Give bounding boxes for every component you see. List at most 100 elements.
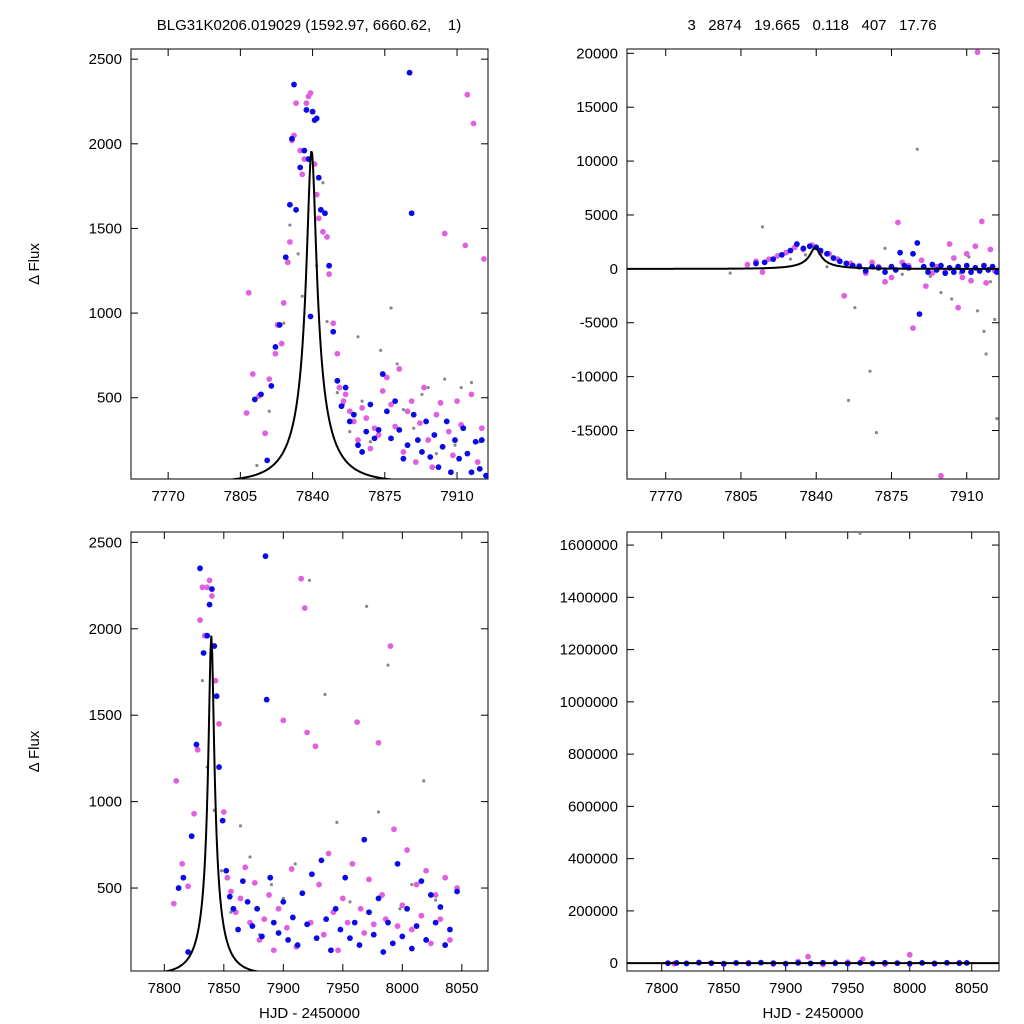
data-point-magenta	[284, 259, 291, 266]
data-point-magenta	[441, 230, 448, 237]
data-point-gray	[296, 252, 300, 256]
y-tick-label: 1000	[89, 794, 122, 811]
data-point-magenta	[204, 584, 211, 591]
data-point-magenta	[367, 445, 374, 452]
data-point-blue	[981, 262, 987, 269]
data-point-blue	[753, 260, 759, 267]
data-point-magenta	[326, 271, 333, 278]
data-point-magenta	[179, 860, 186, 867]
data-point-magenta	[324, 234, 330, 240]
data-point-gray	[915, 147, 919, 151]
data-point-magenta	[330, 320, 337, 327]
x-tick-label: 8000	[386, 980, 419, 997]
data-point-gray	[846, 398, 851, 402]
data-point-magenta	[342, 391, 349, 398]
model-curve	[225, 150, 398, 479]
data-point-magenta	[396, 366, 403, 372]
panel-bottom-right: 7800 7850 7900 7950 8000 8050 0 200000 400000 600…	[560, 531, 1000, 1022]
data-point-magenta	[910, 325, 916, 332]
data-point-blue	[200, 650, 207, 656]
data-point-magenta	[375, 739, 382, 746]
data-point-magenta	[437, 916, 444, 923]
model-curve	[627, 246, 999, 270]
data-point-gray	[469, 380, 474, 385]
data-point-magenta	[303, 100, 310, 107]
data-point-magenta	[350, 418, 357, 425]
data-point-magenta	[286, 239, 293, 245]
data-point-blue	[938, 262, 944, 269]
data-point-blue	[778, 251, 785, 258]
data-point-blue	[375, 427, 382, 433]
data-point-blue	[414, 437, 421, 443]
data-point-magenta	[197, 617, 203, 624]
data-point-blue	[326, 262, 333, 269]
data-point-blue	[280, 898, 287, 905]
data-point-gray	[219, 869, 224, 873]
data-point-magenta	[293, 100, 299, 107]
data-point-blue	[363, 428, 370, 435]
data-point-blue	[355, 442, 361, 449]
data-point-gray	[335, 820, 339, 824]
data-point-magenta	[480, 256, 487, 262]
data-point-magenta	[408, 398, 415, 405]
data-point-magenta	[283, 924, 290, 931]
y-tick-label: 1200000	[560, 642, 618, 659]
data-point-magenta	[316, 881, 322, 888]
data-point-gray	[984, 352, 988, 356]
data-point-magenta	[432, 892, 439, 898]
data-point-gray	[422, 779, 426, 783]
data-point-magenta	[366, 876, 372, 883]
data-point-blue	[897, 249, 903, 256]
data-point-gray	[443, 377, 447, 381]
data-point-blue	[226, 893, 233, 900]
data-point-blue	[843, 260, 850, 267]
y-tick-label: 2500	[89, 51, 122, 68]
data-point-magenta	[906, 951, 913, 958]
data-point-blue	[901, 262, 908, 269]
data-point-blue	[388, 435, 394, 442]
x-tick-label: 7770	[649, 488, 682, 505]
data-point-magenta	[355, 437, 361, 443]
data-point-magenta	[288, 866, 295, 872]
data-point-gray	[993, 317, 997, 322]
x-tick-label: 7875	[368, 488, 401, 505]
data-point-magenta	[251, 879, 258, 886]
y-tick-label: -15000	[571, 423, 618, 440]
data-point-gray	[982, 329, 986, 333]
data-point-magenta	[297, 147, 304, 154]
data-point-magenta	[468, 391, 475, 398]
data-point-blue	[824, 250, 830, 257]
data-point-gray	[325, 319, 329, 324]
data-point-magenta	[399, 902, 406, 909]
data-point-magenta	[320, 228, 326, 235]
data-point-gray	[728, 271, 732, 275]
data-point-blue	[322, 210, 328, 217]
data-point-gray	[939, 290, 943, 295]
data-point-magenta	[249, 371, 256, 377]
data-point-magenta	[275, 905, 282, 912]
data-point-blue	[836, 258, 843, 265]
data-point-magenta	[299, 171, 306, 178]
data-point-magenta	[266, 376, 273, 383]
data-point-magenta	[987, 246, 994, 253]
data-point-magenta	[301, 156, 308, 162]
data-point-blue	[361, 836, 368, 843]
x-tick-label: 7910	[440, 488, 473, 505]
model-curve	[161, 635, 261, 971]
data-point-magenta	[334, 350, 341, 357]
data-point-magenta	[280, 300, 287, 306]
data-point-blue	[330, 328, 337, 335]
data-point-blue	[185, 949, 192, 955]
data-point-gray	[386, 663, 390, 667]
y-tick-label: 0	[610, 955, 618, 972]
data-point-magenta	[266, 892, 272, 898]
data-point-blue	[882, 269, 888, 275]
y-tick-label: 0	[610, 261, 618, 278]
data-point-blue	[268, 382, 275, 389]
data-point-magenta	[882, 278, 888, 285]
data-point-blue	[464, 450, 471, 457]
data-point-magenta	[325, 850, 332, 857]
data-point-blue	[328, 947, 334, 954]
x-tick-label: 8050	[955, 980, 988, 997]
data-point-magenta	[888, 274, 895, 281]
